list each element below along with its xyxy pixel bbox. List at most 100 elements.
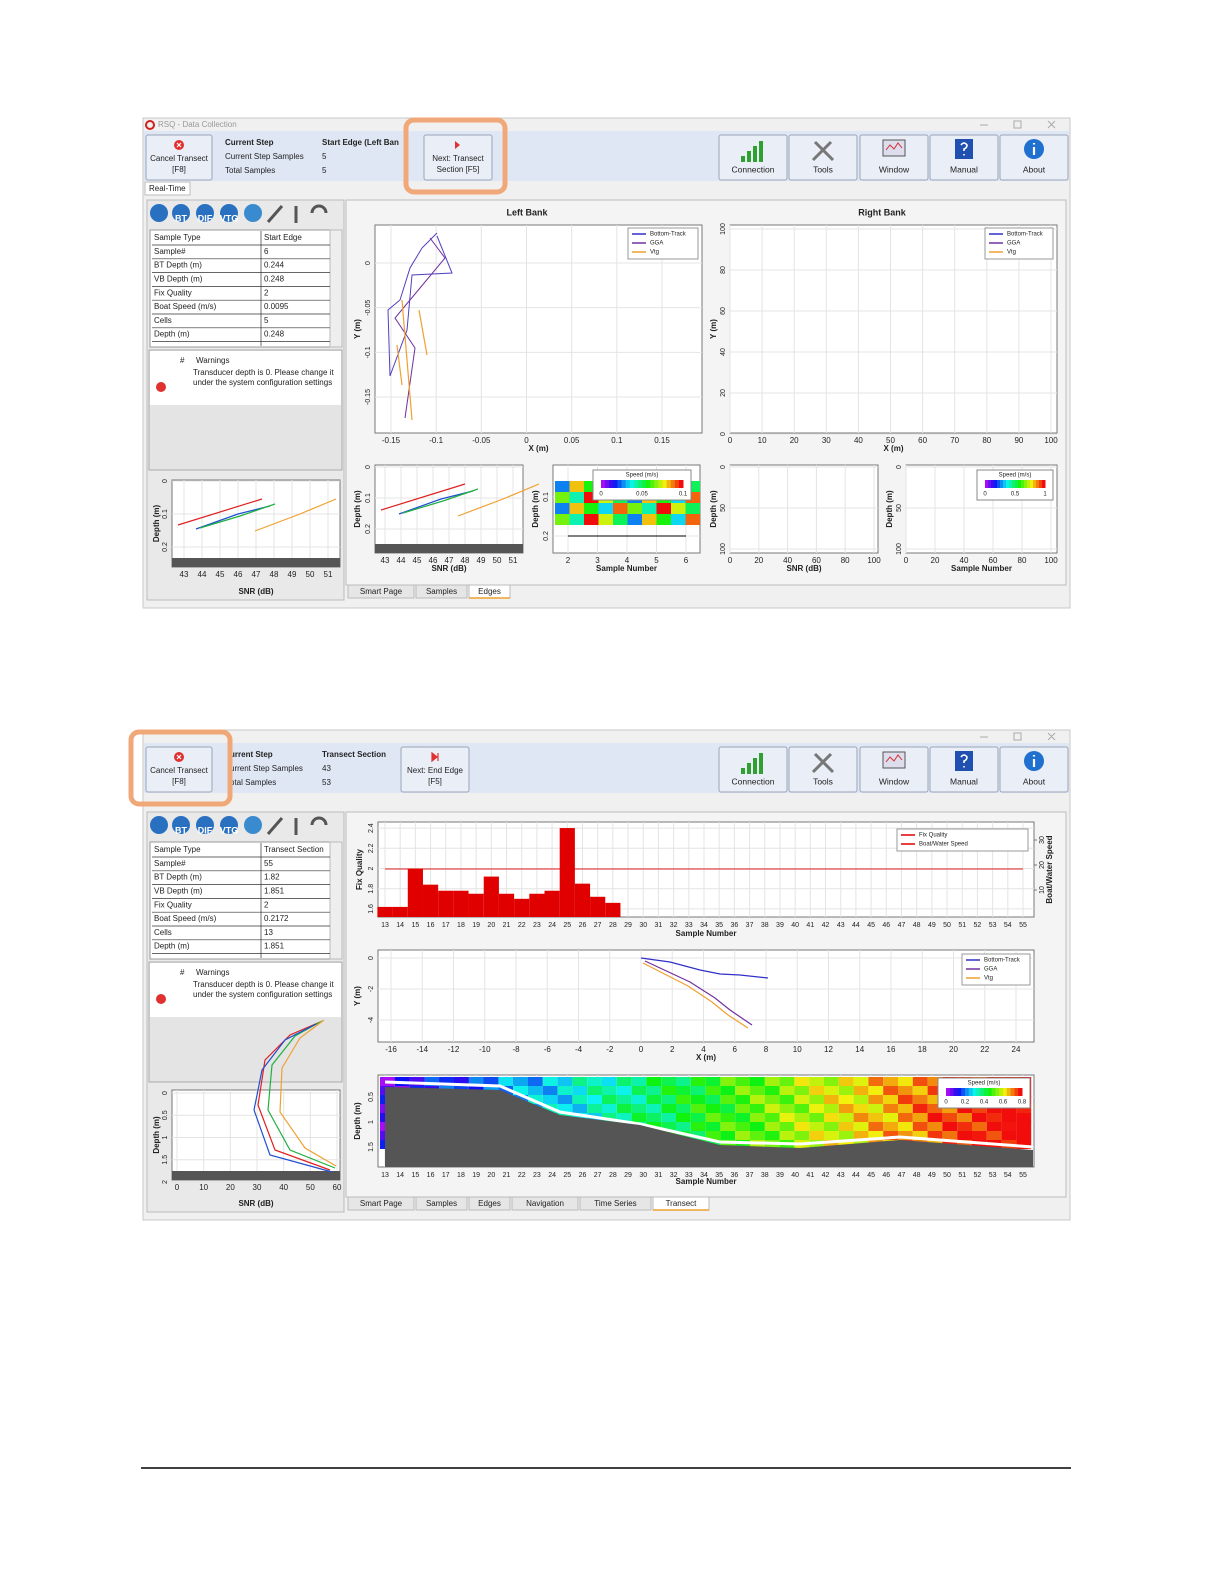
tool-button[interactable] [859, 746, 929, 793]
legend-label: GGA [984, 967, 997, 973]
tab-label[interactable]: Time Series [594, 1199, 636, 1208]
cell [616, 1095, 632, 1104]
x-tick-label: 29 [624, 1172, 632, 1179]
tab[interactable] [347, 584, 415, 599]
table-cell: Cells [154, 316, 172, 325]
tool-label[interactable]: Window [879, 164, 910, 174]
cell [498, 1077, 514, 1086]
colorbar-cell [997, 480, 1001, 488]
y-tick-label: 0.2 [365, 524, 372, 534]
tab-label[interactable]: Edges [478, 1199, 501, 1208]
colorbar-title: Speed (m/s) [999, 473, 1032, 479]
bar [590, 896, 606, 917]
x-tick-label: 24 [548, 1172, 556, 1179]
colorbar-cell [654, 480, 659, 488]
trace [199, 503, 276, 529]
tab-label[interactable]: Smart Page [360, 1199, 403, 1208]
x-tick-label: 20 [949, 1045, 958, 1054]
icon-bar [759, 753, 763, 774]
colorbar-tick: 0.4 [980, 1100, 989, 1106]
tool-button[interactable] [859, 134, 929, 181]
button-label[interactable]: [F8] [172, 777, 186, 786]
y-axis-label: Fix Quality [355, 849, 364, 890]
x-tick-label: 20 [790, 436, 799, 445]
colorbar-cell [617, 480, 622, 488]
x-tick-label: 23 [533, 1172, 541, 1179]
tab[interactable] [468, 1196, 511, 1211]
tab-label[interactable]: Edges [478, 587, 501, 596]
tool-label[interactable]: About [1023, 164, 1046, 174]
colorbar-cell [633, 480, 639, 488]
x-axis-label: X (m) [696, 1053, 716, 1062]
tool-label[interactable]: About [1023, 776, 1046, 786]
y-tick-label: 1.5 [368, 1142, 375, 1152]
tool-label[interactable]: Connection [731, 164, 774, 174]
cell [750, 1140, 765, 1149]
tool-button[interactable] [788, 134, 858, 181]
tool-label[interactable]: Window [879, 776, 910, 786]
cell [735, 1095, 750, 1104]
cancel-button[interactable] [145, 134, 213, 181]
cell [646, 1113, 662, 1122]
tool-label[interactable]: Manual [950, 776, 978, 786]
tool-label[interactable]: Tools [813, 776, 833, 786]
tool-label[interactable]: Tools [813, 164, 833, 174]
cell [661, 1095, 676, 1104]
tab[interactable] [415, 584, 468, 599]
table-cell: 0.248 [264, 275, 285, 284]
next-button[interactable] [400, 746, 470, 793]
tab[interactable] [579, 1196, 652, 1211]
tab[interactable] [347, 1196, 415, 1211]
tab-label[interactable]: Samples [426, 1199, 457, 1208]
colorbar-cell [601, 480, 606, 488]
button-label[interactable]: Cancel Transect [150, 766, 209, 775]
next-button[interactable] [423, 134, 493, 181]
x-tick-label: 60 [812, 556, 821, 565]
next-icon [431, 751, 439, 763]
button-label[interactable]: [F8] [172, 165, 186, 174]
table-cell: Boat Speed (m/s) [154, 302, 217, 311]
y-tick-label: 0.1 [162, 509, 169, 519]
y-axis-label: Depth (m) [531, 490, 540, 528]
cell [690, 1122, 706, 1131]
y-tick-label: 0 [720, 432, 727, 436]
cell [555, 514, 570, 525]
x-tick-label: 40 [960, 556, 969, 565]
x-tick-label: 26 [579, 1172, 587, 1179]
x-tick-label: 100 [867, 556, 881, 565]
y-tick-label: -0.1 [365, 346, 372, 358]
x-axis-label: SNR (dB) [238, 587, 273, 596]
x-tick-label: -12 [448, 1045, 460, 1054]
tool-button[interactable] [788, 746, 858, 793]
button-label[interactable]: Cancel Transect [150, 154, 209, 163]
tab-label[interactable]: Samples [426, 587, 457, 596]
y-tick-label: 0 [720, 465, 727, 469]
cell [794, 1104, 810, 1113]
ground [172, 558, 340, 567]
cell [557, 1086, 573, 1095]
x-tick-label: 18 [457, 922, 465, 929]
tool-label[interactable]: Connection [731, 776, 774, 786]
cell [735, 1077, 750, 1086]
tool-label[interactable]: Manual [950, 164, 978, 174]
button-label[interactable]: Section [F5] [437, 165, 480, 174]
cell [824, 1131, 839, 1140]
cancel-button[interactable] [145, 746, 213, 793]
tab-label[interactable]: Smart Page [360, 587, 403, 596]
x-tick-label: 4 [625, 556, 630, 565]
tab-label[interactable]: Navigation [526, 1199, 564, 1208]
button-label[interactable]: Next: End Edge [407, 766, 464, 775]
cell [927, 1104, 943, 1113]
button-label[interactable]: Next: Transect [432, 154, 484, 163]
tab[interactable] [511, 1196, 579, 1211]
app-icon [145, 120, 155, 130]
tab[interactable] [415, 1196, 468, 1211]
x-tick-label: 17 [442, 1172, 450, 1179]
button-label[interactable]: [F5] [428, 777, 442, 786]
tab-label[interactable]: Transect [666, 1199, 698, 1208]
cell [898, 1113, 913, 1122]
x-tick-label: 23 [533, 922, 541, 929]
cell [602, 1086, 617, 1095]
colorbar-tick: 1 [1043, 492, 1047, 498]
mode-tab-label[interactable]: Real-Time [149, 184, 186, 193]
